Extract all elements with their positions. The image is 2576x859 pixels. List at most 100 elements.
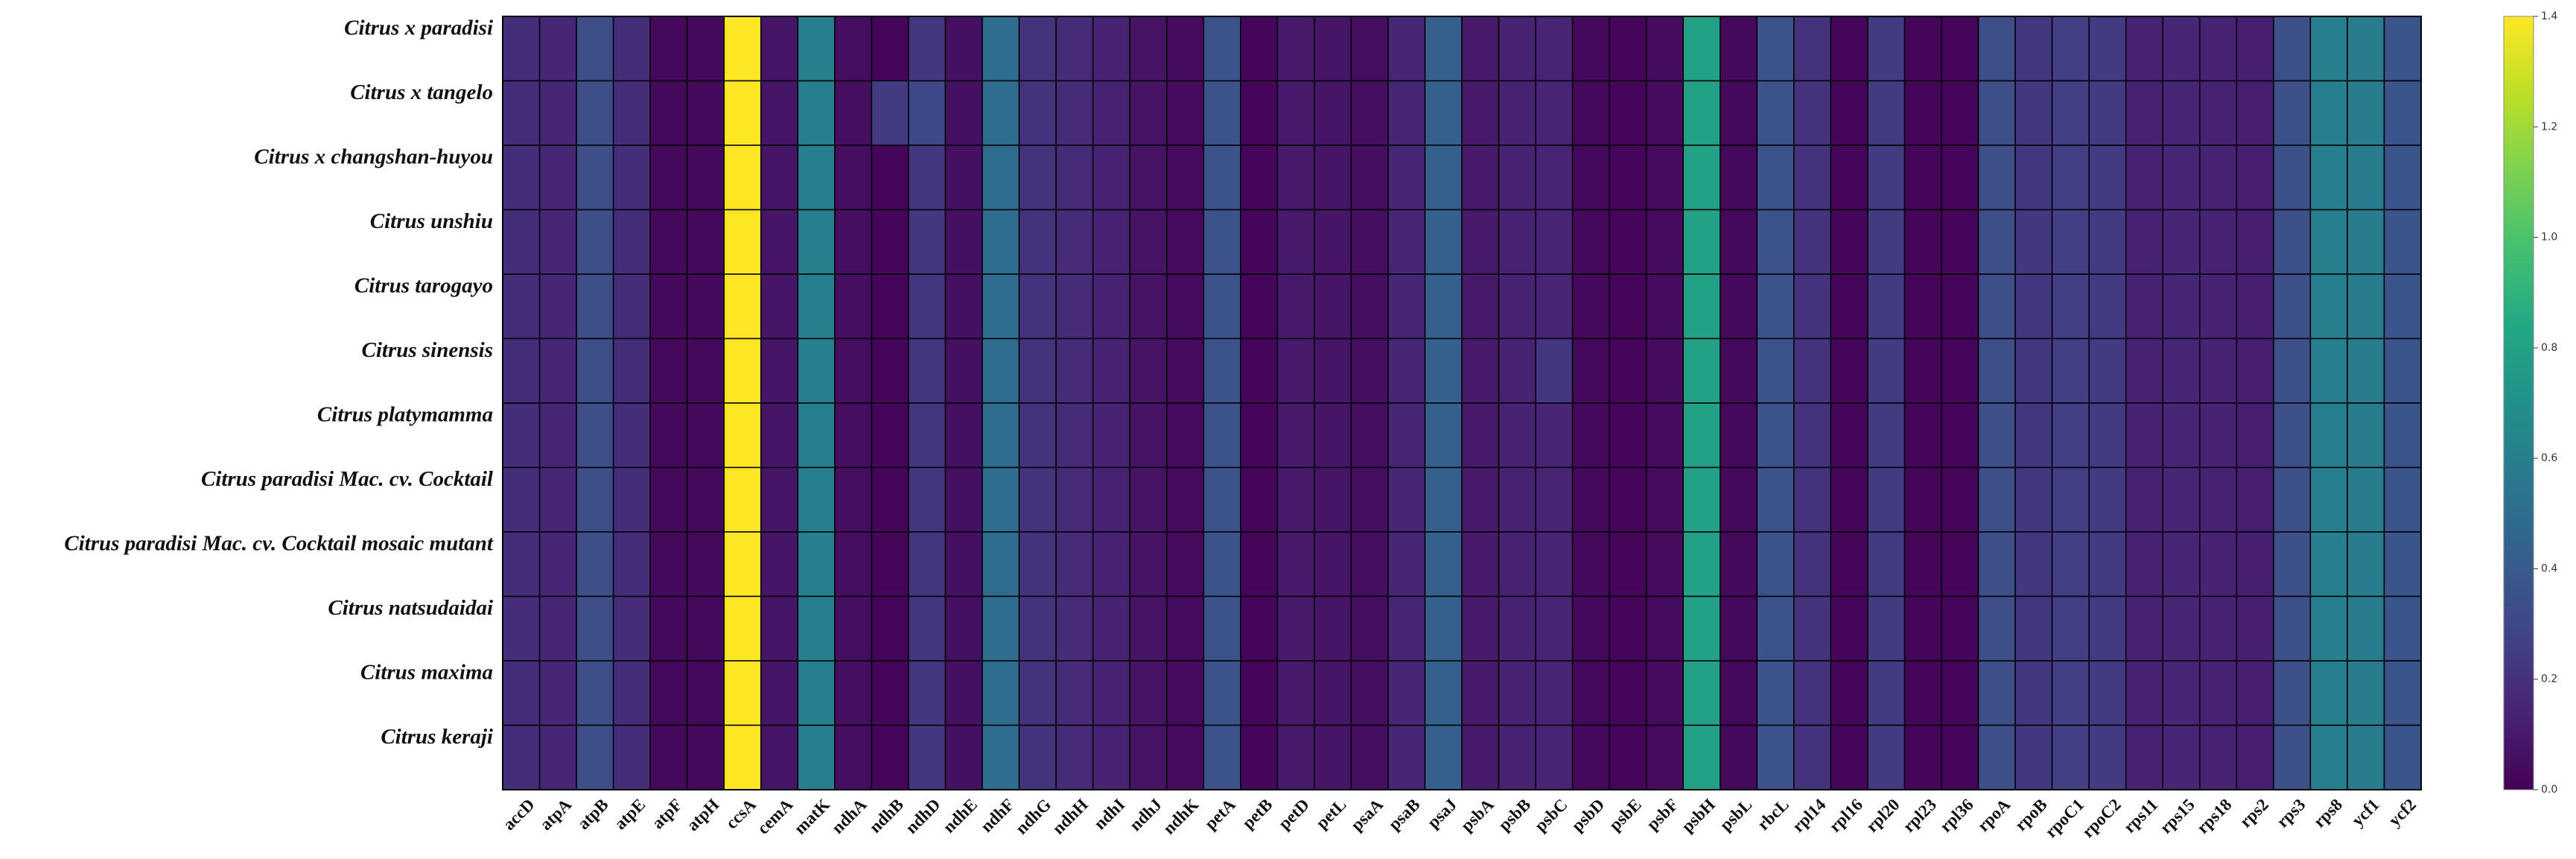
heatmap-cell	[649, 660, 688, 726]
heatmap-cell	[1092, 273, 1130, 340]
heatmap-cell	[1092, 80, 1130, 146]
heatmap-cell	[1941, 209, 1979, 275]
heatmap-cell	[2162, 402, 2201, 469]
heatmap-cell	[1498, 531, 1536, 598]
heatmap-cell	[834, 273, 873, 340]
heatmap-cell	[1498, 80, 1536, 146]
heatmap-cell	[1571, 209, 1610, 275]
heatmap-cell	[649, 724, 688, 790]
heatmap-cell	[1055, 531, 1094, 598]
column-label: psaA	[1347, 795, 1387, 834]
heatmap-cell	[1424, 337, 1463, 404]
heatmap-cell	[2125, 80, 2163, 146]
heatmap-cell	[834, 16, 873, 82]
heatmap-cell	[1571, 337, 1610, 404]
heatmap-cell	[2014, 660, 2053, 726]
heatmap-cell	[502, 402, 541, 469]
heatmap-cell	[944, 80, 983, 146]
heatmap-cell	[908, 273, 947, 340]
heatmap-cell	[797, 337, 836, 404]
heatmap-cell	[1609, 273, 1647, 340]
column-label: ndhI	[1090, 795, 1128, 833]
heatmap-cell	[1461, 273, 1500, 340]
heatmap-cell	[502, 209, 541, 275]
heatmap-cell	[2014, 724, 2053, 790]
heatmap-cell	[1867, 724, 1906, 790]
heatmap-cell	[2383, 402, 2422, 469]
heatmap-cell	[1498, 724, 1536, 790]
heatmap-cell	[982, 531, 1020, 598]
heatmap-cell	[1793, 466, 1832, 533]
row-label: Citrus paradisi Mac. cv. Cocktail	[201, 467, 494, 491]
heatmap-cell	[1276, 209, 1315, 275]
column-label: atpB	[574, 795, 612, 833]
heatmap-cell	[1387, 16, 1426, 82]
heatmap-cell	[1756, 80, 1795, 146]
heatmap-cell	[1387, 402, 1426, 469]
heatmap-cell	[1314, 273, 1352, 340]
heatmap-cell	[982, 209, 1020, 275]
heatmap-cell	[1165, 595, 1204, 662]
heatmap-cell	[1165, 466, 1204, 533]
heatmap-cell	[1977, 595, 2016, 662]
heatmap-cell	[1165, 16, 1204, 82]
heatmap-cell	[2125, 402, 2163, 469]
heatmap-cell	[1387, 337, 1426, 404]
heatmap-cell	[1129, 660, 1168, 726]
heatmap-cell	[2051, 402, 2090, 469]
colorbar-ticks: 0.0 0.2 0.4 0.6 0.8 1.0 1.2 1.4	[2534, 10, 2557, 796]
heatmap-cell	[1350, 273, 1389, 340]
heatmap-cell	[1276, 531, 1315, 598]
heatmap-cell	[2199, 531, 2238, 598]
heatmap-cell	[538, 145, 577, 211]
heatmap-cell	[2383, 595, 2422, 662]
heatmap-cell	[908, 402, 947, 469]
heatmap-cell	[1018, 466, 1057, 533]
heatmap-cell	[1830, 595, 1869, 662]
heatmap-cell	[1720, 595, 1758, 662]
heatmap-cell	[1609, 337, 1647, 404]
heatmap-cell	[1720, 80, 1758, 146]
heatmap-cell	[2051, 145, 2090, 211]
heatmap-cell	[686, 16, 725, 82]
heatmap-cell	[2162, 466, 2201, 533]
row-label: Citrus unshiu	[370, 209, 493, 233]
heatmap-cell	[1645, 209, 1684, 275]
heatmap-cell	[1276, 337, 1315, 404]
heatmap-cell	[1645, 402, 1684, 469]
row-label: Citrus sinensis	[361, 338, 493, 362]
heatmap-cell	[1720, 337, 1758, 404]
heatmap-cell	[1977, 402, 2016, 469]
heatmap-cell	[649, 337, 688, 404]
heatmap-cell	[538, 531, 577, 598]
column-label: rps15	[2156, 795, 2198, 837]
heatmap-cell	[1276, 145, 1315, 211]
column-label: rpl16	[1825, 795, 1866, 836]
heatmap-cell	[1682, 209, 1721, 275]
heatmap-cell	[576, 337, 614, 404]
heatmap-cell	[1720, 724, 1758, 790]
heatmap-cell	[2125, 145, 2163, 211]
heatmap-cell	[1904, 595, 1942, 662]
heatmap-cell	[1830, 80, 1869, 146]
heatmap-cell	[576, 145, 614, 211]
heatmap-cell	[1645, 80, 1684, 146]
column-label: ndhB	[865, 795, 907, 837]
heatmap-cell	[1535, 595, 1574, 662]
heatmap-cell	[1165, 80, 1204, 146]
heatmap-cell	[2162, 16, 2201, 82]
row-label: Citrus x tangelo	[350, 80, 493, 104]
heatmap-cell	[944, 209, 983, 275]
heatmap-cell	[944, 337, 983, 404]
heatmap-cell	[1314, 660, 1352, 726]
heatmap-cell	[982, 16, 1020, 82]
heatmap-cell	[1793, 337, 1832, 404]
heatmap-cell	[1203, 531, 1241, 598]
heatmap-cell	[502, 595, 541, 662]
heatmap-cell	[1498, 273, 1536, 340]
heatmap-cell	[1314, 724, 1352, 790]
heatmap-cell	[1314, 337, 1352, 404]
heatmap-cell	[2199, 595, 2238, 662]
heatmap-cell	[1498, 402, 1536, 469]
heatmap-cell	[1609, 16, 1647, 82]
